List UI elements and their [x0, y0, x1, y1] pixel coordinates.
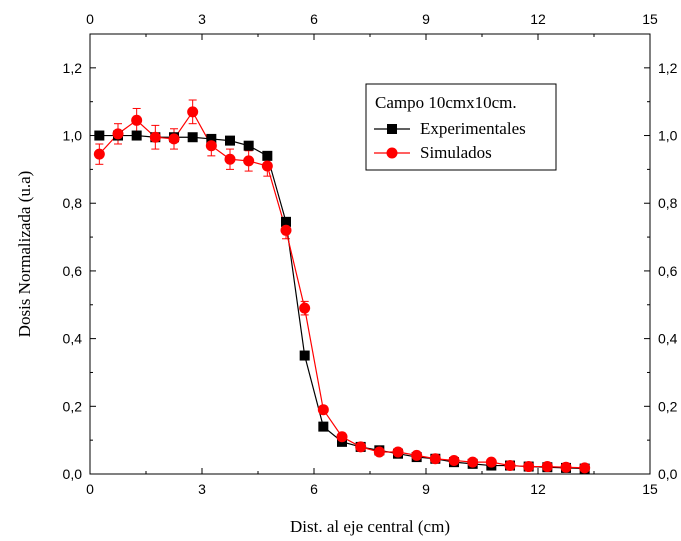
x-tick-label-top: 6 — [310, 11, 318, 27]
y-tick-label-left: 1,2 — [63, 60, 83, 76]
y-axis-title: Dosis Normalizada (u.a) — [15, 171, 34, 338]
y-tick-label-left: 0,2 — [63, 398, 83, 414]
data-point-simulados — [429, 453, 441, 465]
data-point-simulados — [448, 454, 460, 466]
y-tick-label-left: 0,0 — [63, 466, 83, 482]
data-point-simulados — [205, 140, 217, 152]
data-point-simulados — [355, 441, 367, 453]
x-axis-title: Dist. al eje central (cm) — [290, 517, 450, 536]
y-tick-label-right: 0,6 — [658, 263, 678, 279]
data-point-simulados — [131, 114, 143, 126]
legend-marker-experimentales — [387, 124, 397, 134]
data-point-simulados — [93, 148, 105, 160]
data-point-simulados — [504, 460, 516, 472]
y-tick-label-right: 1,2 — [658, 60, 678, 76]
data-point-simulados — [560, 461, 572, 473]
legend-box — [365, 83, 557, 171]
legend-label-simulados: Simulados — [420, 143, 492, 162]
y-tick-label-right: 0,2 — [658, 398, 678, 414]
data-point-simulados — [243, 155, 255, 167]
data-point-simulados — [373, 446, 385, 458]
data-point-experimentales — [262, 150, 273, 161]
x-tick-label-bottom: 3 — [198, 481, 206, 497]
x-tick-label-top: 12 — [530, 11, 546, 27]
data-point-simulados — [485, 456, 497, 468]
y-tick-label-left: 0,6 — [63, 263, 83, 279]
x-tick-label-bottom: 15 — [642, 481, 658, 497]
data-point-simulados — [280, 224, 292, 236]
y-tick-label-right: 0,4 — [658, 331, 678, 347]
data-point-experimentales — [243, 140, 254, 151]
data-point-experimentales — [206, 133, 217, 144]
y-tick-label-left: 1,0 — [63, 128, 83, 144]
x-tick-label-top: 0 — [86, 11, 94, 27]
data-point-simulados — [187, 106, 199, 118]
x-tick-label-bottom: 0 — [86, 481, 94, 497]
data-point-experimentales — [299, 350, 310, 361]
x-tick-label-top: 15 — [642, 11, 658, 27]
data-point-simulados — [523, 461, 535, 473]
data-point-experimentales — [187, 132, 198, 143]
x-tick-label-bottom: 9 — [422, 481, 430, 497]
y-tick-label-right: 0,8 — [658, 195, 678, 211]
data-point-simulados — [336, 431, 348, 443]
data-point-simulados — [541, 461, 553, 473]
y-tick-label-right: 1,0 — [658, 128, 678, 144]
data-point-experimentales — [318, 421, 329, 432]
y-tick-label-left: 0,8 — [63, 195, 83, 211]
legend: Campo 10cmx10cm. Experimentales Simulado… — [365, 83, 557, 171]
data-point-experimentales — [131, 130, 142, 141]
x-tick-label-bottom: 12 — [530, 481, 546, 497]
data-point-experimentales — [94, 130, 105, 141]
x-tick-label-top: 9 — [422, 11, 430, 27]
series-markers — [93, 106, 591, 474]
legend-marker-simulados — [386, 147, 398, 159]
data-point-simulados — [224, 153, 236, 165]
data-point-simulados — [112, 128, 124, 140]
data-point-simulados — [467, 456, 479, 468]
data-point-experimentales — [225, 135, 235, 146]
legend-title: Campo 10cmx10cm. — [375, 93, 517, 112]
data-point-simulados — [392, 446, 404, 458]
data-point-simulados — [579, 462, 591, 474]
x-tick-label-bottom: 6 — [310, 481, 318, 497]
data-point-simulados — [411, 449, 423, 461]
data-point-simulados — [261, 160, 273, 172]
y-tick-label-right: 0,0 — [658, 466, 678, 482]
series-line-experimentales — [99, 134, 585, 470]
y-tick-label-left: 0,4 — [63, 331, 83, 347]
data-point-simulados — [317, 404, 329, 416]
data-point-experimentales — [281, 216, 291, 227]
data-point-simulados — [299, 302, 311, 314]
legend-label-experimentales: Experimentales — [420, 119, 526, 138]
data-point-simulados — [168, 133, 180, 145]
data-point-simulados — [149, 131, 161, 143]
x-tick-label-top: 3 — [198, 11, 206, 27]
